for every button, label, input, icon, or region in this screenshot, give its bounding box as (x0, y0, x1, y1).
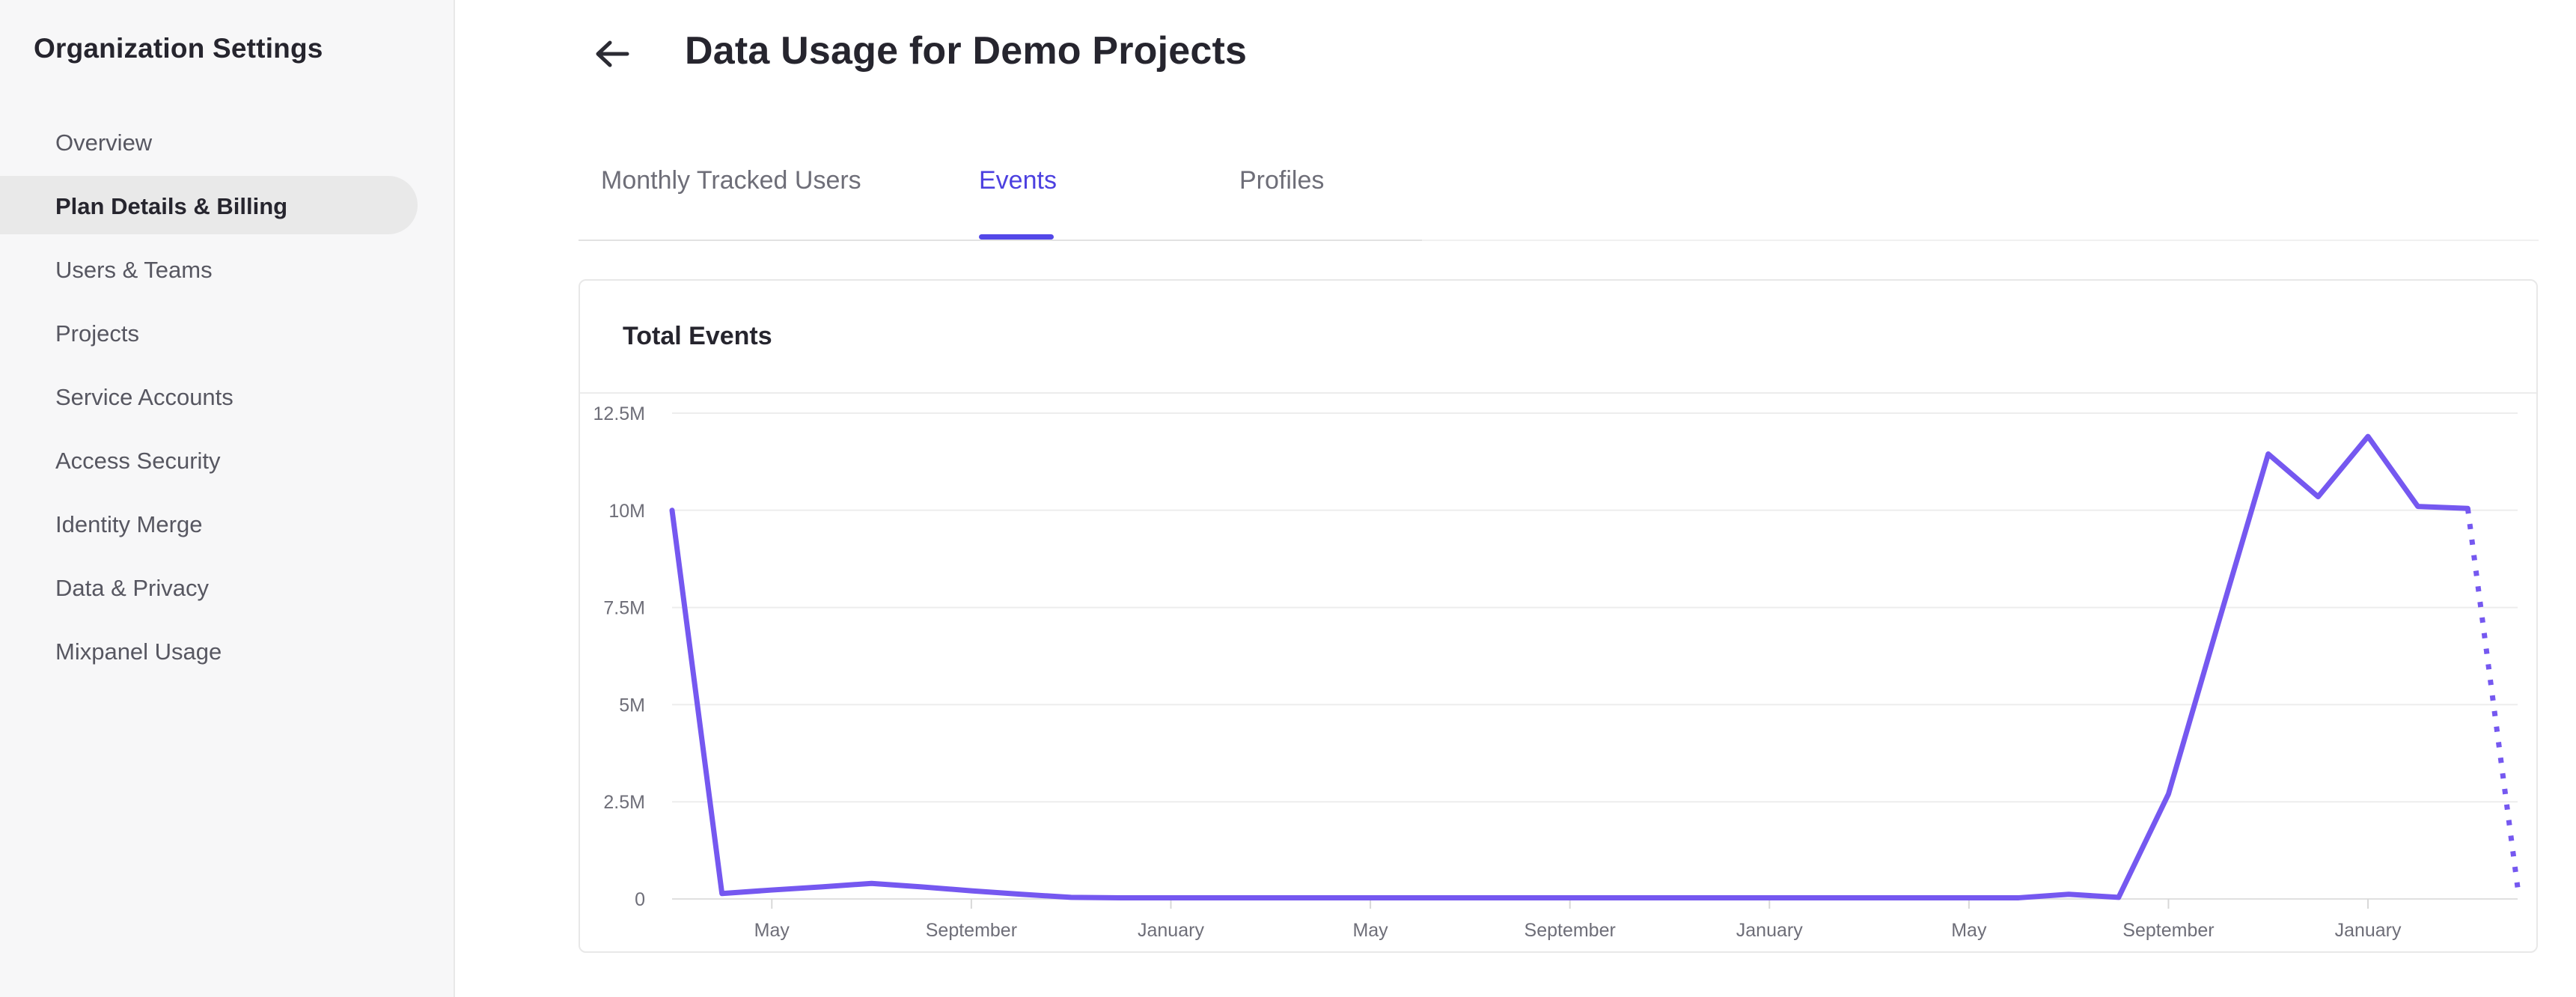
svg-text:January: January (1736, 920, 1803, 941)
svg-text:10M: 10M (608, 501, 645, 522)
page-title: Data Usage for Demo Projects (685, 29, 1248, 73)
sidebar: Organization Settings Overview Plan Deta… (0, 0, 455, 997)
sidebar-nav: Overview Plan Details & Billing Users & … (0, 111, 454, 683)
sidebar-title: Organization Settings (34, 33, 323, 64)
card-header: Total Events (580, 281, 2536, 394)
sidebar-item-overview[interactable]: Overview (55, 129, 153, 156)
svg-text:2.5M: 2.5M (603, 792, 645, 813)
chart-title: Total Events (623, 322, 772, 350)
total-events-chart[interactable]: 0 2.5M 5M 7.5M 10M 12.5M May September January Ma… (580, 394, 2536, 950)
svg-text:7.5M: 7.5M (603, 598, 645, 619)
sidebar-item-plan-details-billing[interactable]: Plan Details & Billing (55, 192, 288, 219)
sidebar-item-users-teams[interactable]: Users & Teams (55, 256, 213, 283)
active-tab-indicator (979, 234, 1054, 240)
tabs-divider (579, 240, 1422, 241)
svg-text:12.5M: 12.5M (593, 403, 645, 424)
sidebar-item-projects[interactable]: Projects (55, 320, 139, 347)
back-button[interactable] (590, 33, 632, 75)
svg-text:5M: 5M (619, 695, 645, 716)
tabs-divider-extension (1422, 240, 2539, 241)
svg-text:January: January (2335, 920, 2402, 941)
svg-text:September: September (1524, 920, 1616, 941)
svg-text:May: May (1352, 920, 1388, 941)
tab-monthly-tracked-users[interactable]: Monthly Tracked Users (601, 166, 861, 195)
sidebar-item-service-accounts[interactable]: Service Accounts (55, 383, 234, 410)
svg-text:January: January (1138, 920, 1204, 941)
svg-text:May: May (754, 920, 790, 941)
sidebar-item-data-privacy[interactable]: Data & Privacy (55, 574, 210, 601)
tab-profiles[interactable]: Profiles (1239, 166, 1325, 195)
tab-events[interactable]: Events (979, 166, 1057, 195)
svg-text:0: 0 (635, 889, 645, 910)
sidebar-item-access-security[interactable]: Access Security (55, 447, 221, 474)
line-chart-svg: 0 2.5M 5M 7.5M 10M 12.5M May September January Ma… (593, 403, 2521, 941)
selected-item-pill (0, 176, 418, 234)
total-events-card: Total Events 0 2.5M 5M 7.5M 10M 12.5M May Septe… (579, 279, 2538, 953)
sidebar-item-identity-merge[interactable]: Identity Merge (55, 510, 203, 537)
svg-text:September: September (926, 920, 1017, 941)
sidebar-item-mixpanel-usage[interactable]: Mixpanel Usage (55, 638, 222, 665)
svg-text:May: May (1951, 920, 1987, 941)
arrow-left-icon (590, 33, 632, 75)
svg-text:September: September (2122, 920, 2214, 941)
